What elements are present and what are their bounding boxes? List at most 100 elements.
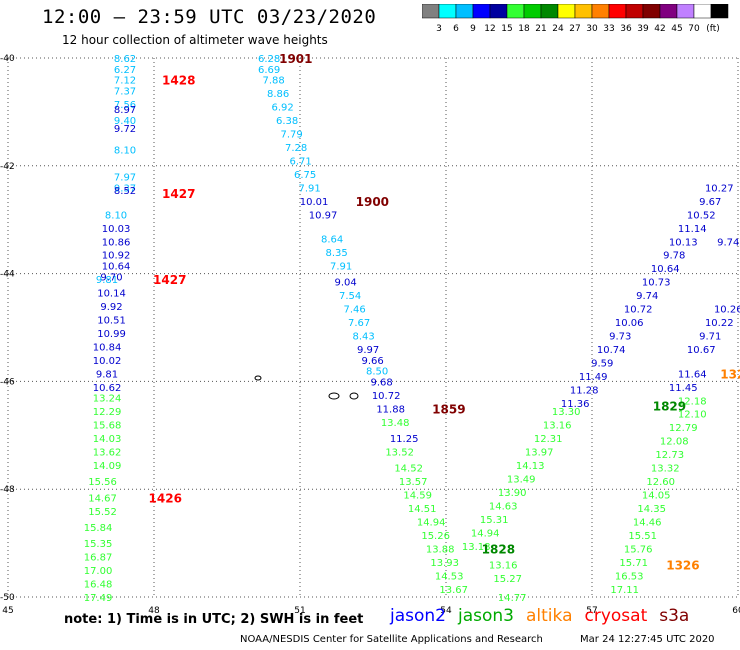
wave-height-value: 9.40 — [114, 116, 136, 127]
lat-tick-label: -50 — [0, 593, 15, 603]
wave-height-value: 7.88 — [262, 76, 284, 87]
island-outline — [254, 375, 262, 381]
wave-height-value: 10.62 — [93, 383, 122, 394]
wave-height-value: 9.72 — [114, 124, 136, 135]
wave-height-value: 14.52 — [394, 464, 423, 475]
wave-height-value: 15.68 — [93, 421, 122, 432]
wave-height-value: 10.64 — [651, 264, 680, 275]
lat-tick-label: -46 — [0, 377, 15, 387]
wave-height-value: 7.97 — [114, 173, 136, 184]
wave-height-value: 8.50 — [366, 367, 388, 378]
wave-height-value: 13.57 — [399, 477, 428, 488]
wave-height-value: 13.49 — [507, 474, 536, 485]
wave-height-value: 10.02 — [93, 356, 122, 367]
wave-height-value: 6.92 — [271, 103, 293, 114]
wave-height-value: 10.13 — [669, 237, 698, 248]
wave-height-value: 10.84 — [93, 342, 122, 353]
wave-height-value: 12.08 — [660, 437, 689, 448]
color-scale-label: 42 — [654, 24, 665, 34]
wave-height-value: 10.74 — [597, 345, 626, 356]
wave-height-value: 8.97 — [114, 105, 136, 116]
color-swatch — [710, 4, 729, 19]
wave-height-value: 12.73 — [655, 450, 684, 461]
wave-height-value: 13.97 — [525, 447, 554, 458]
wave-height-value: 11.25 — [390, 434, 419, 445]
wave-height-value: 8.10 — [105, 210, 127, 221]
color-scale-label: 18 — [518, 24, 530, 34]
wave-height-value: 10.22 — [705, 318, 734, 329]
legend-jason3: jason3 — [458, 606, 514, 626]
wave-height-value: 15.71 — [619, 558, 648, 569]
pass-time-label: 1428 — [162, 74, 195, 88]
wave-height-value: 13.62 — [93, 447, 122, 458]
color-scale-label: (ft) — [706, 24, 720, 34]
units-note: note: 1) Time is in UTC; 2) SWH is in fe… — [64, 612, 364, 627]
wave-height-value: 7.91 — [330, 262, 352, 273]
wave-height-value: 7.37 — [114, 86, 136, 97]
pass-time-label: 1326 — [666, 559, 699, 573]
wave-height-value: 11.45 — [669, 383, 698, 394]
wave-height-value: 7.79 — [280, 129, 302, 140]
legend-altika: altika — [526, 606, 573, 626]
color-scale-label: 70 — [688, 24, 700, 34]
wave-height-value: 9.81 — [96, 369, 118, 380]
wave-height-value: 6.28 — [258, 54, 280, 65]
wave-height-value: 11.36 — [561, 399, 590, 410]
wave-height-value: 10.73 — [642, 278, 671, 289]
wave-height-value: 13.88 — [426, 544, 455, 555]
wave-height-value: 10.67 — [687, 345, 716, 356]
wave-height-value: 9.92 — [100, 302, 122, 313]
wave-height-value: 13.32 — [651, 464, 680, 475]
wave-height-value: 12.31 — [534, 434, 563, 445]
lat-tick-label: -42 — [0, 162, 15, 172]
wave-height-value: 16.48 — [84, 580, 113, 591]
wave-height-value: 13.52 — [385, 447, 414, 458]
wave-height-value: 11.14 — [678, 224, 707, 235]
wave-height-value: 11.28 — [570, 385, 599, 396]
wave-height-value: 10.72 — [372, 391, 401, 402]
color-scale-label: 45 — [671, 24, 682, 34]
color-scale-label: 36 — [620, 24, 632, 34]
wave-height-value: 9.59 — [591, 359, 613, 370]
color-scale-label: 33 — [603, 24, 614, 34]
map-title: 12:00 – 23:59 UTC 03/23/2020 — [42, 6, 377, 28]
wave-height-value: 10.01 — [300, 197, 329, 208]
wave-height-value: 10.72 — [624, 305, 653, 316]
wave-height-value: 13.90 — [498, 488, 527, 499]
pass-time-label: 1859 — [432, 402, 465, 416]
wave-height-value: 8.86 — [267, 89, 289, 100]
wave-height-value: 7.28 — [285, 143, 307, 154]
color-scale-label: 3 — [436, 24, 442, 34]
wave-height-value: 15.84 — [84, 523, 113, 534]
wave-height-value: 9.37 — [114, 183, 136, 194]
pass-time-label: 1828 — [482, 542, 515, 556]
lon-tick-label: 57 — [586, 606, 597, 616]
pass-time-label: 1900 — [356, 195, 389, 209]
wave-height-value: 13.16 — [489, 561, 518, 572]
wave-height-value: 14.13 — [516, 461, 545, 472]
wave-height-value: 10.51 — [97, 315, 126, 326]
wave-height-value: 9.70 — [100, 272, 122, 283]
wave-height-value: 9.68 — [371, 377, 393, 388]
wave-height-value: 7.46 — [343, 305, 365, 316]
wave-height-value: 12.79 — [669, 423, 698, 434]
map-subtitle: 12 hour collection of altimeter wave hei… — [62, 33, 328, 47]
pass-time-label: 1427 — [162, 187, 195, 201]
footer: NOAA/NESDIS Center for Satellite Applica… — [240, 634, 715, 645]
wave-height-value: 13.30 — [552, 407, 581, 418]
color-scale-label: 30 — [586, 24, 598, 34]
wave-height-value: 13.16 — [543, 421, 572, 432]
lat-tick-label: -40 — [0, 54, 15, 64]
wave-height-value: 13.48 — [381, 418, 410, 429]
wave-height-value: 14.77 — [498, 593, 527, 604]
lat-tick-label: -44 — [0, 270, 15, 280]
wave-height-value: 14.46 — [633, 518, 662, 529]
wave-height-value: 6.69 — [258, 65, 280, 76]
wave-height-value: 12.29 — [93, 407, 122, 418]
wave-height-value: 11.64 — [678, 369, 707, 380]
wave-height-value: 14.63 — [489, 501, 518, 512]
lon-tick-label: 60 — [732, 606, 740, 616]
wave-height-value: 9.78 — [663, 251, 685, 262]
wave-height-value: 10.26 — [714, 305, 740, 316]
